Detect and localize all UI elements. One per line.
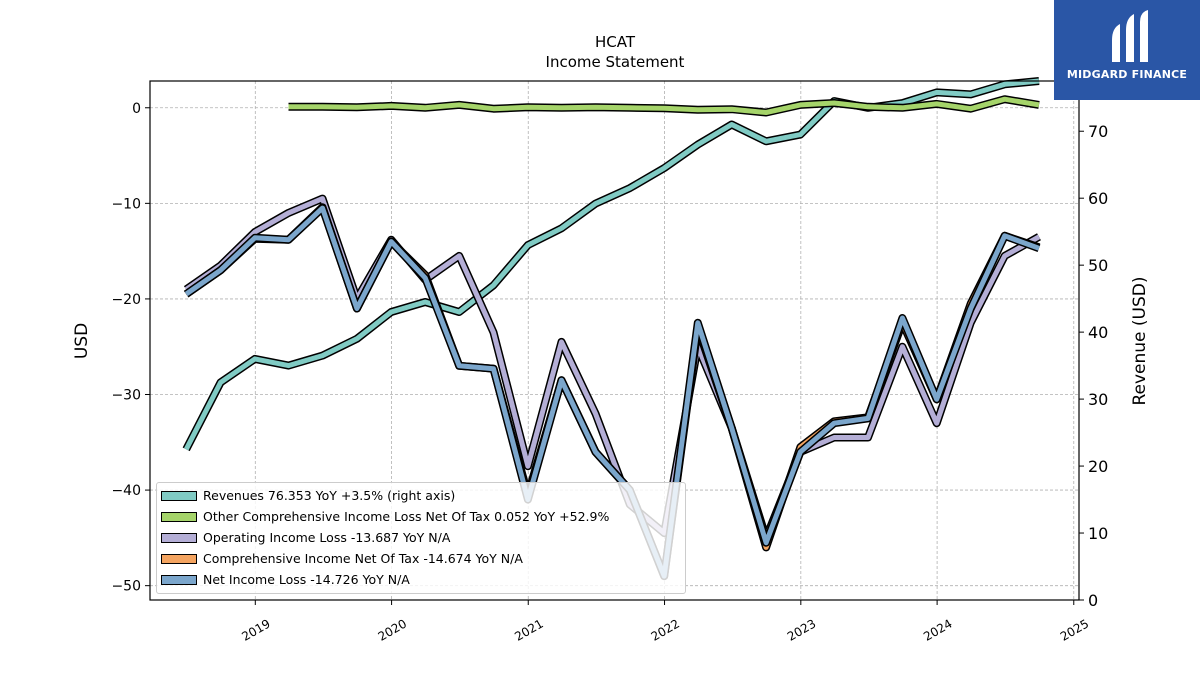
chart-legend: Revenues 76.353 YoY +3.5% (right axis) Ot… <box>156 482 686 594</box>
series-line <box>288 96 1040 115</box>
y2-tick-label: 40 <box>1088 323 1108 342</box>
y-tick-label: −10 <box>111 196 141 212</box>
plot-frame <box>149 80 1080 601</box>
chart-title: HCAT <box>595 33 636 51</box>
brand-logo: MIDGARD FINANCE <box>1054 0 1200 100</box>
y2-tick-label: 30 <box>1088 390 1108 409</box>
series-layer <box>182 77 1041 581</box>
y2-tick-label: 20 <box>1088 457 1108 476</box>
legend-label: Operating Income Loss -13.687 YoY N/A <box>203 530 451 545</box>
y2-tick-label: 0 <box>1088 591 1098 610</box>
chart-subtitle: Income Statement <box>546 53 685 71</box>
x-tick-label: 2020 <box>376 616 409 643</box>
y-tick-label: −50 <box>111 579 141 595</box>
legend-swatch <box>161 554 197 564</box>
y2-axis-label: Revenue (USD) <box>1130 276 1150 405</box>
y-axis-label: USD <box>72 323 92 359</box>
y-tick-label: 0 <box>132 101 141 117</box>
y-tick-label: −30 <box>111 388 141 404</box>
y-tick-label: −40 <box>111 483 141 499</box>
logo-text: MIDGARD FINANCE <box>1066 68 1188 81</box>
legend-swatch <box>161 491 197 501</box>
series-line <box>183 78 1040 451</box>
y2-tick-label: 10 <box>1088 524 1108 543</box>
series-line-outline <box>182 77 1040 452</box>
legend-label: Other Comprehensive Income Loss Net Of T… <box>203 509 610 524</box>
legend-label: Revenues 76.353 YoY +3.5% (right axis) <box>203 488 456 503</box>
x-tick-label: 2024 <box>921 616 954 643</box>
y2-tick-label: 70 <box>1088 122 1108 141</box>
x-tick-label: 2022 <box>649 616 682 643</box>
y-tick-label: −20 <box>111 292 141 308</box>
legend-label: Comprehensive Income Net Of Tax -14.674 … <box>203 551 523 566</box>
series-1 <box>182 77 1040 452</box>
y2-tick-label: 50 <box>1088 256 1108 275</box>
legend-label: Net Income Loss -14.726 YoY N/A <box>203 572 410 587</box>
legend-swatch <box>161 533 197 543</box>
x-tick-label: 2019 <box>239 616 272 643</box>
series-line <box>184 205 1040 579</box>
y2-tick-label: 60 <box>1088 189 1108 208</box>
x-tick-label: 2025 <box>1058 616 1091 643</box>
logo-mark-icon <box>1112 10 1148 62</box>
legend-swatch <box>161 575 197 585</box>
series-5 <box>183 204 1041 581</box>
series-2 <box>288 95 1040 117</box>
legend-swatch <box>161 512 197 522</box>
x-tick-label: 2023 <box>785 616 818 643</box>
x-tick-label: 2021 <box>512 616 545 643</box>
